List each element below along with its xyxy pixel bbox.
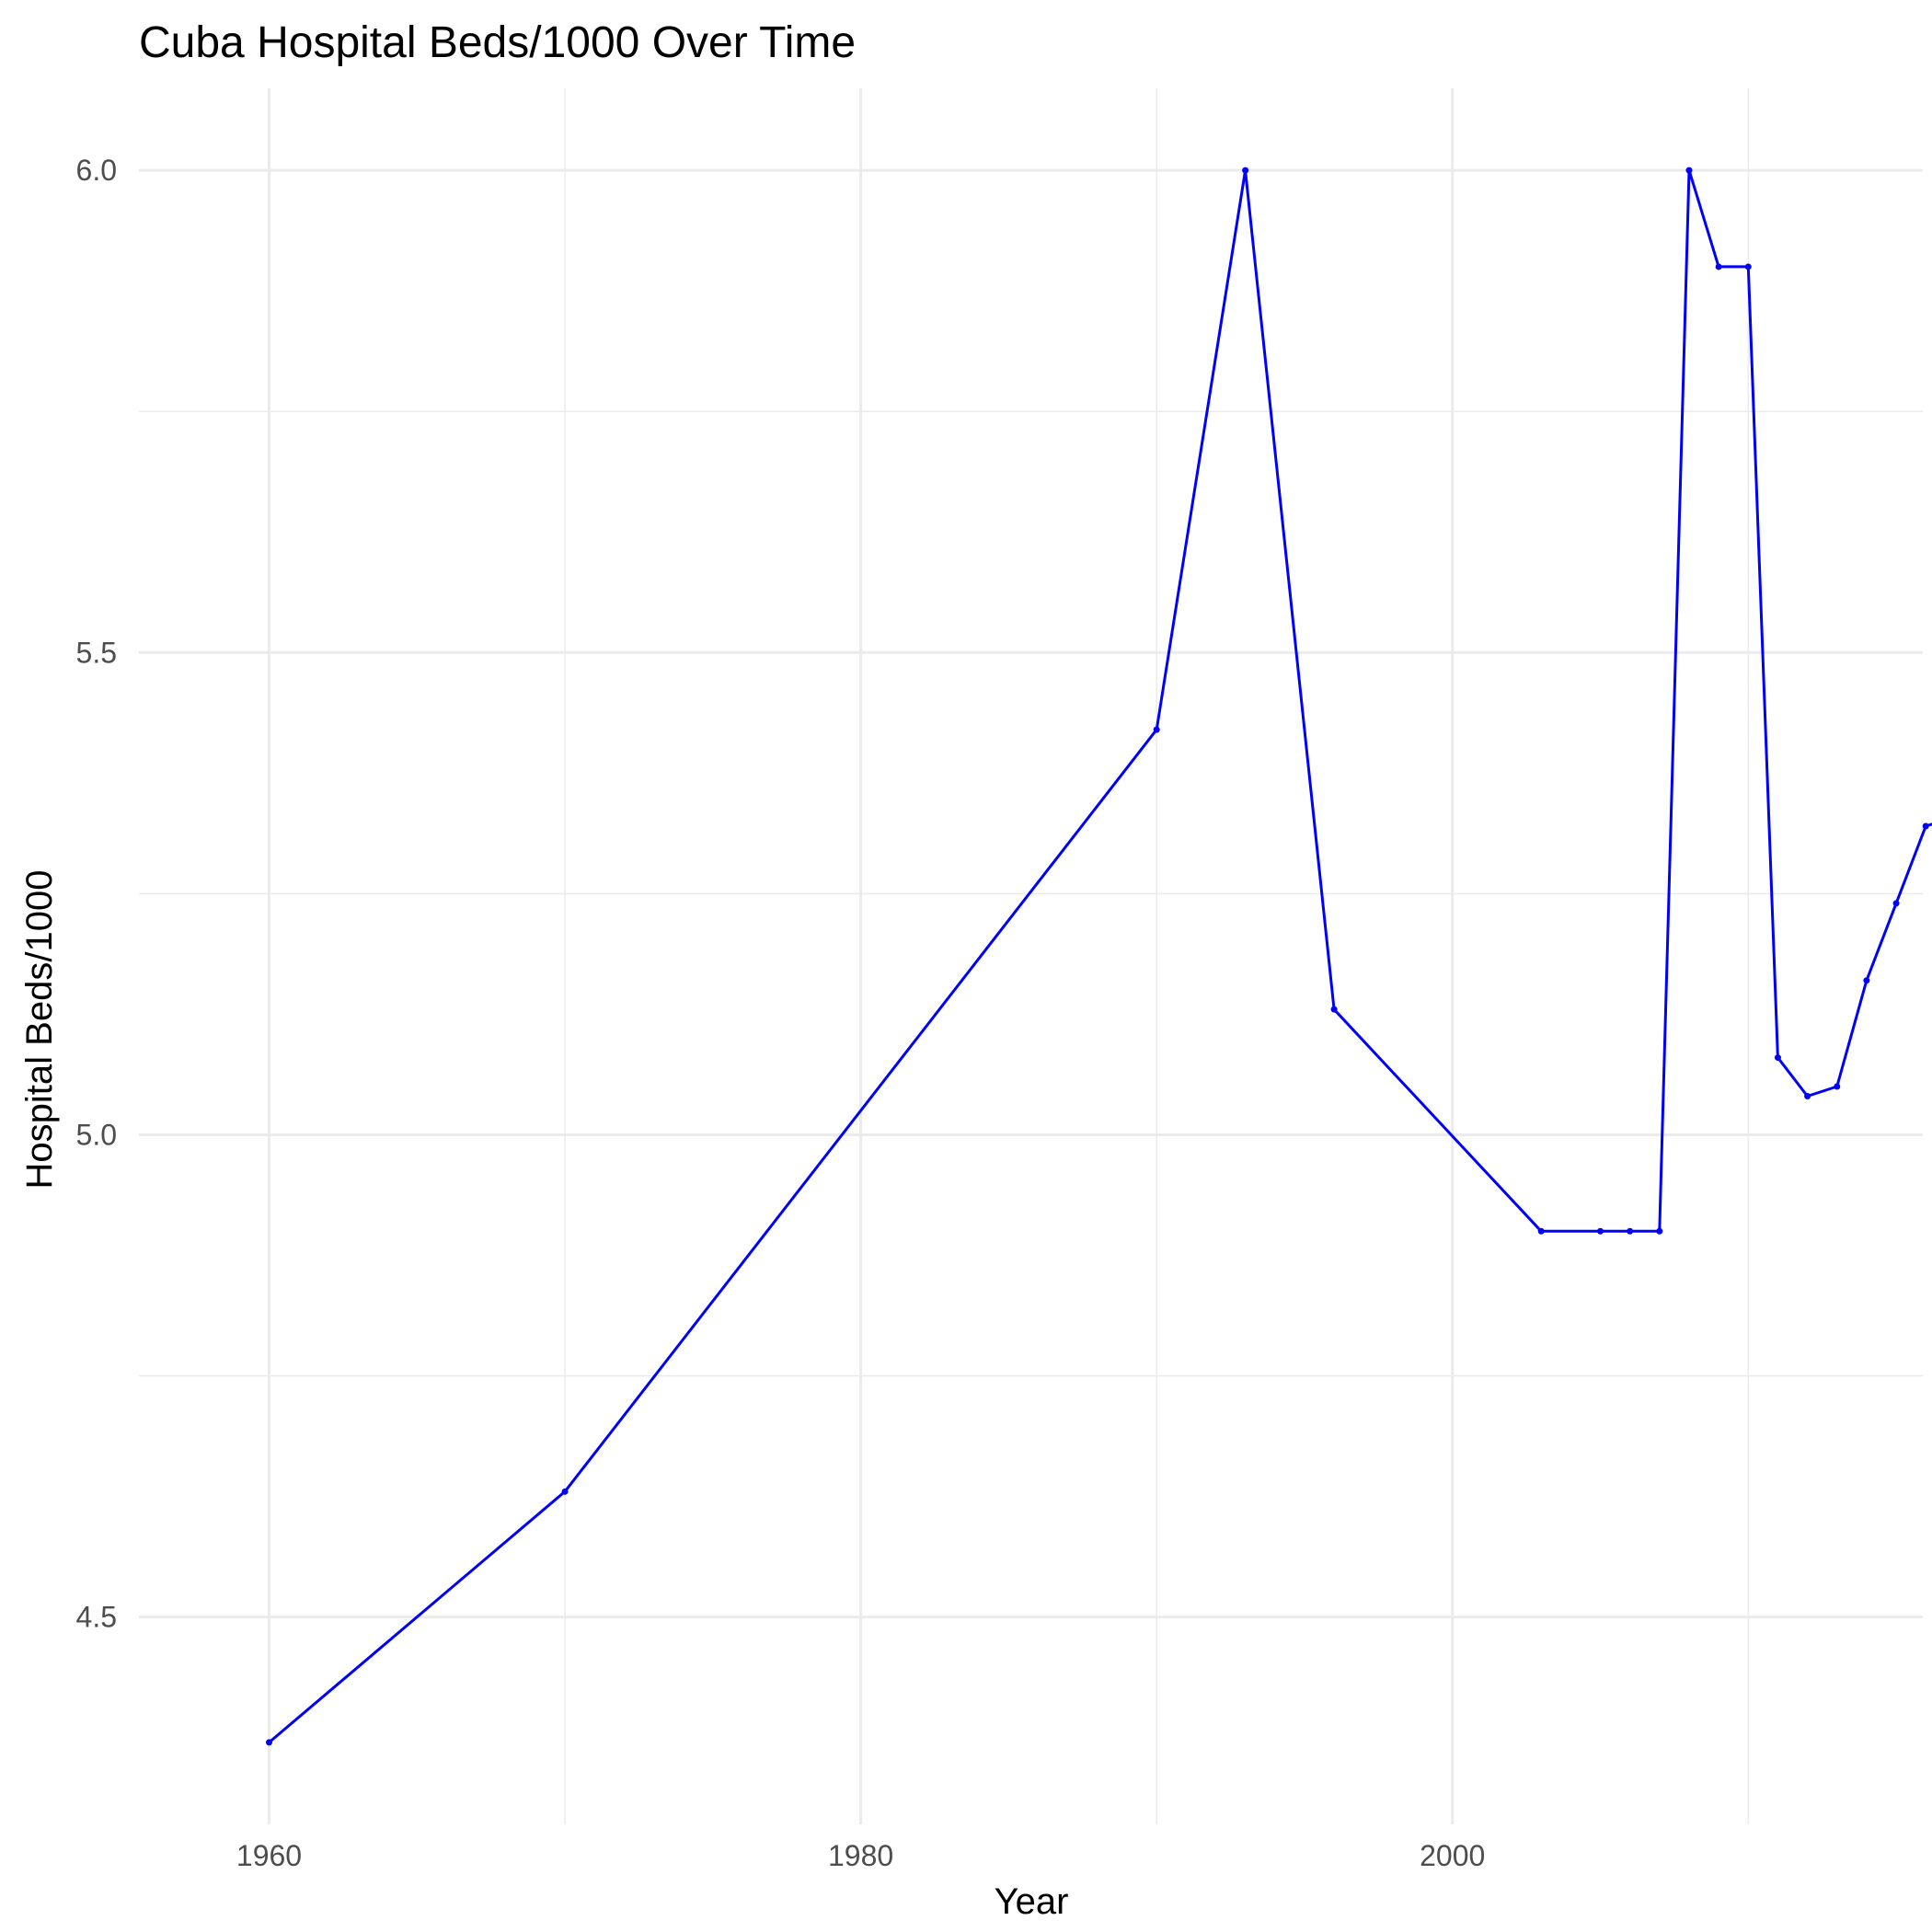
- y-tick-label: 4.5: [76, 1601, 117, 1634]
- tick-labels: 1960 1980 2000 4.5 5.0 5.5 6.0: [76, 154, 1486, 1872]
- y-tick-label: 5.0: [76, 1118, 117, 1151]
- y-tick-label: 5.5: [76, 636, 117, 669]
- x-tick-label: 1980: [828, 1839, 893, 1872]
- data-point: [1834, 1083, 1841, 1090]
- data-point: [1744, 263, 1752, 270]
- data-point: [265, 1739, 272, 1746]
- data-point: [1804, 1093, 1811, 1100]
- data-point: [1537, 1227, 1545, 1235]
- data-point: [1242, 167, 1249, 174]
- data-point: [1685, 167, 1693, 174]
- y-axis-title: Hospital Beds/1000: [19, 870, 60, 1190]
- data-point: [1922, 822, 1929, 830]
- data-points: [265, 167, 1929, 1746]
- data-point: [1656, 1227, 1663, 1235]
- x-axis-title: Year: [995, 1881, 1069, 1922]
- x-tick-label: 2000: [1420, 1839, 1485, 1872]
- data-point: [1597, 1227, 1604, 1235]
- data-point: [1892, 900, 1900, 907]
- grid: [139, 88, 1923, 1824]
- data-point: [1153, 726, 1160, 733]
- data-point: [1627, 1227, 1634, 1235]
- y-tick-label: 6.0: [76, 154, 117, 187]
- chart-title: Cuba Hospital Beds/1000 Over Time: [139, 18, 856, 67]
- data-point: [1863, 977, 1870, 984]
- data-point: [1330, 1006, 1338, 1013]
- data-point: [1715, 263, 1722, 270]
- data-point: [561, 1488, 569, 1495]
- x-tick-label: 1960: [236, 1839, 302, 1872]
- data-point: [1774, 1054, 1781, 1062]
